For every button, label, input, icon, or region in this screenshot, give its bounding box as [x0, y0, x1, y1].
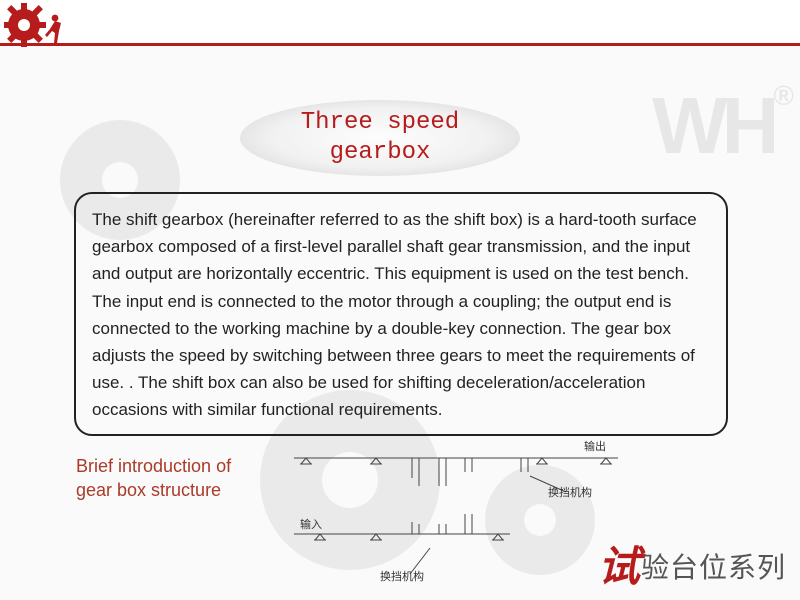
diagram-input-label: 输入 — [300, 517, 322, 531]
gearbox-schematic: 输出 输入 换挡机构 换挡机构 — [270, 436, 650, 586]
gear-pairs — [412, 458, 528, 534]
footer-series-label: 试验台位系列 — [598, 533, 786, 594]
watermark-brand-text: WH — [652, 81, 773, 170]
title-line1: Three speed — [301, 108, 459, 138]
slide-title: Three speed gearbox — [240, 100, 520, 176]
pushing-figure-icon — [42, 13, 64, 43]
diagram-output-label: 输出 — [584, 439, 606, 453]
watermark-brand: WH® — [652, 80, 788, 172]
structure-intro-label: Brief introduction of gear box structure — [76, 454, 266, 503]
footer-lead-char: 试 — [598, 545, 641, 591]
footer-rest: 验台位系列 — [641, 553, 786, 584]
content-paragraph: The shift gearbox (hereinafter referred … — [74, 192, 728, 436]
title-line2: gearbox — [330, 138, 431, 168]
bearings — [300, 458, 612, 540]
diagram-shift-bottom-label: 换挡机构 — [380, 569, 424, 583]
header-bar — [0, 0, 800, 46]
watermark-r-icon: ® — [773, 80, 788, 111]
diagram-shift-top-label: 换挡机构 — [548, 485, 592, 499]
